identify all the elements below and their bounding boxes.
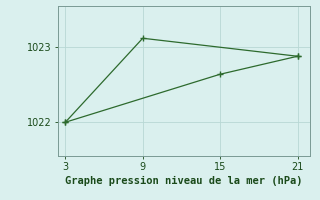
X-axis label: Graphe pression niveau de la mer (hPa): Graphe pression niveau de la mer (hPa) — [65, 176, 303, 186]
